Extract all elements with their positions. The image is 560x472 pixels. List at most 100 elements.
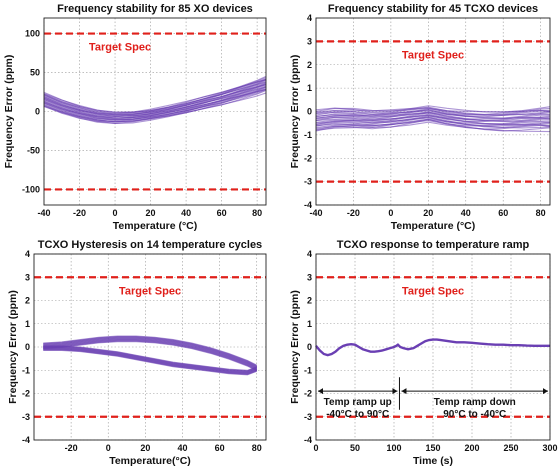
chart-title: TCXO response to temperature ramp [337,239,530,251]
x-tick-label: -20 [65,443,78,453]
x-tick-label: 20 [140,443,150,453]
x-tick-label: -40 [37,208,50,218]
y-tick-label: 4 [307,13,312,23]
target-spec-label: Target Spec [89,42,151,54]
x-tick-label: 60 [498,208,508,218]
y-axis-label: Frequency Error (ppm) [289,290,301,404]
y-tick-label: 4 [25,249,30,259]
y-tick-label: -3 [22,412,30,422]
y-tick-label: 1 [307,319,312,329]
y-tick-label: 2 [307,296,312,306]
device-trace [315,114,551,126]
x-axis-label: Time (s) [413,455,453,467]
x-tick-label: 150 [425,443,440,453]
hysteresis-lower-trace [43,345,257,371]
x-tick-label: 0 [313,443,318,453]
x-tick-label: -40 [309,208,322,218]
ramp-response-trace [315,338,550,357]
device-trace [315,105,551,113]
plot-frame [33,253,267,441]
x-tick-label: 200 [464,443,479,453]
device-traces [43,75,267,125]
hysteresis-upper-trace [43,335,257,366]
y-tick-label: 2 [307,60,312,70]
tcxo-stability-panel: Frequency stability for 45 TCXO devices T… [289,3,551,232]
y-axis-label: Frequency Error (ppm) [3,55,15,169]
y-tick-label: 2 [25,296,30,306]
y-tick-label: 0 [307,107,312,117]
device-trace [43,75,267,114]
y-tick-label: 1 [307,83,312,93]
y-tick-label: -100 [22,184,40,194]
x-tick-label: 50 [350,443,360,453]
device-trace [315,119,551,132]
plot-frame [315,253,551,441]
device-traces [315,338,550,357]
chart-title: Frequency stability for 85 XO devices [57,3,253,15]
x-axis-label: Temperature (°C) [113,220,198,232]
x-tick-label: 0 [106,443,111,453]
y-tick-label: 3 [307,36,312,46]
y-tick-label: 3 [307,272,312,282]
ramp-arrow-head-right [392,388,398,395]
device-trace [315,114,551,122]
x-tick-label: 60 [217,208,227,218]
device-trace [315,116,551,128]
y-tick-label: 0 [25,342,30,352]
device-traces [43,335,257,376]
y-tick-label: 0 [35,107,40,117]
y-tick-label: -3 [304,412,312,422]
x-tick-label: 80 [252,208,262,218]
x-tick-label: -20 [347,208,360,218]
ramp-arrow-head-right [543,388,548,395]
y-tick-label: 4 [307,249,312,259]
device-traces [315,105,551,133]
x-tick-label: 80 [536,208,546,218]
x-tick-label: 300 [542,443,557,453]
x-tick-label: 100 [386,443,401,453]
x-tick-label: 0 [388,208,393,218]
ramp-annotation-range: 90°C to -40°C [443,409,506,420]
x-tick-label: 250 [503,443,518,453]
y-tick-label: -1 [304,130,312,140]
device-trace [315,118,551,129]
ramp-arrow-head-left [318,388,323,395]
y-axis-label: Frequency Error (ppm) [289,55,301,169]
xo-stability-panel: Frequency stability for 85 XO devices Tar… [3,3,267,232]
plot-frame [43,17,267,206]
tcxo-hysteresis-panel: TCXO Hysteresis on 14 temperature cycles… [7,239,267,467]
x-tick-label: 40 [181,208,191,218]
tcxo-ramp-panel: TCXO response to temperature ramp Target … [289,239,558,467]
device-trace [315,111,551,119]
y-tick-label: -3 [304,177,312,187]
ramp-annotation-title: Temp ramp down [434,397,516,408]
chart-title: TCXO Hysteresis on 14 temperature cycles [38,239,262,251]
y-tick-label: -2 [304,153,312,163]
x-tick-label: 0 [113,208,118,218]
plot-frame [315,17,551,206]
device-trace [315,118,551,131]
device-trace [43,82,267,118]
y-tick-label: 100 [25,29,40,39]
ramp-annotation-range: -40°C to 90°C [326,409,389,420]
y-tick-label: -4 [304,435,312,445]
y-tick-label: -2 [304,389,312,399]
y-tick-label: -2 [22,389,30,399]
target-spec-label: Target Spec [402,49,464,61]
y-tick-label: 0 [307,342,312,352]
y-tick-label: 1 [25,319,30,329]
x-tick-label: 40 [461,208,471,218]
x-tick-label: 20 [146,208,156,218]
chart-title: Frequency stability for 45 TCXO devices [328,3,538,15]
target-spec-label: Target Spec [119,285,181,297]
y-tick-label: 50 [30,68,40,78]
y-tick-label: -1 [22,365,30,375]
y-tick-label: -4 [304,200,312,210]
ramp-arrow-head-left [401,388,407,395]
x-tick-label: -20 [73,208,86,218]
y-tick-label: -4 [22,435,30,445]
target-spec-label: Target Spec [402,285,464,297]
y-tick-label: -50 [27,145,40,155]
x-tick-label: 20 [423,208,433,218]
